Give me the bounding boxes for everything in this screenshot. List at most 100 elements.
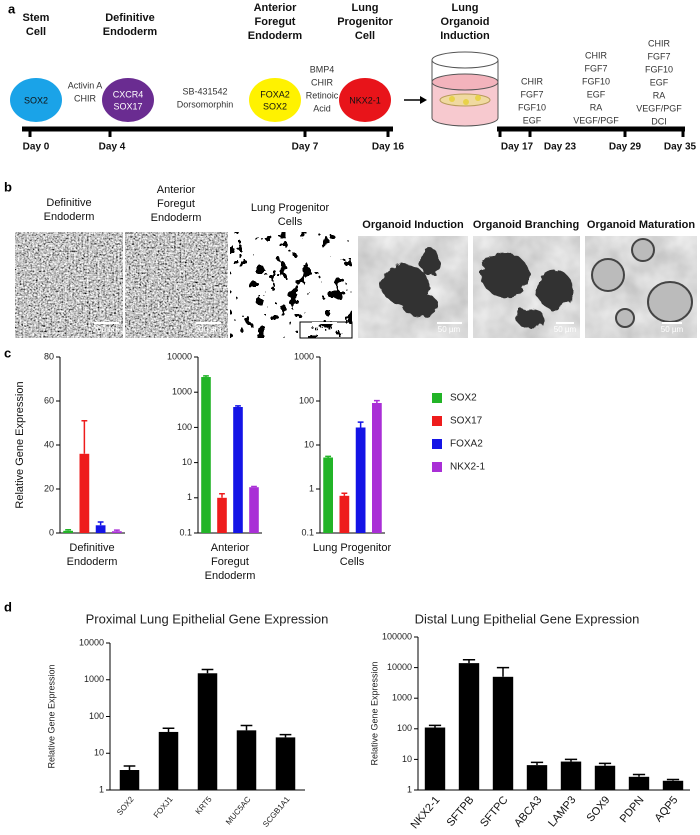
bar	[594, 765, 616, 790]
x-tick-label: SCGB1A1	[261, 794, 292, 828]
error-bar	[235, 405, 241, 407]
treatment: CHIR	[521, 76, 543, 86]
x-tick-label: SFTPC	[478, 794, 510, 829]
day-label: Day 0	[23, 142, 50, 153]
y-tick-label: 1	[309, 483, 314, 493]
scale-label: 50 µm	[438, 325, 461, 334]
timeline-ticks	[28, 129, 390, 137]
error-bar	[97, 521, 104, 526]
treatment: FGF7	[647, 51, 670, 61]
day-label: Day 29	[609, 142, 642, 153]
error-bar	[325, 455, 332, 458]
error-bar	[240, 724, 253, 731]
stage-title: Definitive	[105, 12, 155, 24]
treatment: FGF7	[520, 89, 543, 99]
panel-label: c	[4, 345, 11, 360]
x-axis-label: Anterior	[211, 542, 250, 554]
bar	[424, 727, 446, 790]
treatment: FGF10	[518, 102, 546, 112]
scale-label: 200 µm	[195, 325, 222, 334]
error-bar	[162, 727, 175, 732]
day-label: Day 17	[501, 142, 534, 153]
legend-label: SOX2	[450, 393, 477, 404]
stage-title: Lung	[452, 2, 479, 14]
y-axis-label: Relative Gene Expression	[46, 664, 56, 768]
day-label: Day 16	[372, 142, 405, 153]
stage-title: Foregut	[255, 16, 296, 28]
treatment: Dorsomorphin	[177, 99, 234, 109]
x-tick-label: SOX2	[115, 794, 136, 817]
legend-label: NKX2-1	[450, 462, 485, 473]
bar	[355, 427, 366, 533]
y-axis-label: Relative Gene Expression	[14, 381, 26, 508]
error-bar	[632, 773, 646, 777]
error-bar	[65, 528, 72, 531]
x-tick-label: PDPN	[618, 794, 647, 825]
stage-title: Cell	[26, 26, 46, 38]
y-tick-label: 100	[299, 395, 314, 405]
treatment: CHIR	[74, 93, 96, 103]
x-tick-label: AQP5	[652, 794, 680, 824]
bar	[323, 457, 333, 533]
bar	[662, 780, 684, 790]
bar	[236, 730, 257, 790]
y-tick-label: 10000	[167, 351, 192, 361]
bar	[628, 776, 650, 790]
error-bar	[341, 492, 348, 496]
bar	[217, 497, 227, 533]
legend-label: SOX17	[450, 416, 483, 427]
bar	[201, 377, 211, 533]
error-bar	[373, 399, 380, 404]
panel-label: b	[4, 179, 12, 194]
bar	[458, 663, 480, 790]
legend-swatch	[432, 439, 442, 449]
treatment: FGF10	[582, 76, 610, 86]
x-tick-label: SFTPB	[445, 794, 477, 829]
timeline-ticks	[498, 129, 685, 137]
y-tick-label: 1000	[172, 387, 192, 397]
arrow-head	[420, 96, 427, 104]
y-tick-label: 1000	[294, 351, 314, 361]
micrograph-title: Definitive	[46, 197, 91, 209]
error-bar	[203, 375, 209, 378]
x-tick-label: ABCA3	[512, 794, 544, 829]
chart-title: Proximal Lung Epithelial Gene Expression	[86, 611, 329, 626]
bar	[249, 487, 259, 533]
dish-rim	[431, 51, 499, 69]
bar	[526, 765, 548, 790]
y-tick-label: 20	[44, 483, 54, 493]
bar	[119, 770, 140, 790]
bar	[95, 525, 106, 533]
error-bar	[123, 765, 136, 771]
y-tick-label: 10	[304, 439, 314, 449]
x-tick-label: LAMP3	[546, 794, 578, 829]
dish-surface	[431, 73, 499, 91]
stage-circle	[102, 78, 154, 122]
treatment: Activin A	[68, 80, 103, 90]
treatment: Retinoic	[306, 90, 339, 100]
treatment: RA	[590, 102, 603, 112]
error-bar	[219, 493, 225, 498]
x-tick-label: KRT5	[194, 794, 214, 816]
micrograph	[125, 232, 228, 338]
organoid	[475, 95, 481, 101]
y-tick-label: 10000	[79, 637, 104, 647]
treatment: CHIR	[648, 38, 670, 48]
y-tick-label: 0.1	[179, 527, 192, 537]
bar	[233, 406, 243, 533]
micrograph-title: Cells	[278, 216, 303, 228]
error-bar	[201, 668, 214, 674]
treatment: FGF10	[645, 64, 673, 74]
panel-label: d	[4, 599, 12, 614]
y-tick-label: 100000	[382, 631, 412, 641]
y-tick-label: 80	[44, 351, 54, 361]
treatment: EGF	[523, 115, 542, 125]
bar	[63, 530, 73, 533]
micrograph-title: Endoderm	[151, 212, 202, 224]
scale-label: 200 µm	[93, 325, 120, 334]
y-tick-label: 1	[407, 784, 412, 794]
stage-title: Endoderm	[103, 26, 158, 38]
y-tick-label: 100	[177, 422, 192, 432]
error-bar	[496, 666, 510, 677]
